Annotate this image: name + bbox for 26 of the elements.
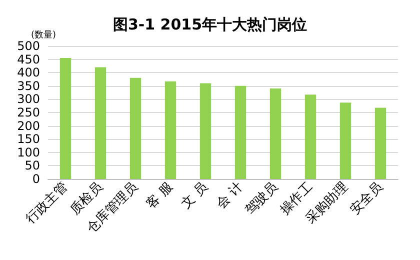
- y-tick-label: 150: [17, 132, 40, 146]
- bar: [340, 102, 352, 179]
- bar: [200, 83, 212, 179]
- chart-title: 图3-1 2015年十大热门岗位: [112, 16, 308, 34]
- y-tick-label: 200: [17, 118, 40, 133]
- bar: [164, 81, 176, 179]
- x-tick-label: 客 服: [143, 178, 176, 212]
- bar: [94, 67, 106, 179]
- y-tick-label: 450: [17, 52, 40, 66]
- bar: [270, 88, 282, 179]
- bar: [374, 108, 386, 179]
- y-axis-title: (数量): [30, 30, 56, 40]
- bar: [60, 58, 72, 179]
- x-tick-label: 文 员: [178, 180, 211, 212]
- bar: [130, 78, 142, 179]
- y-tick-label: 300: [17, 92, 40, 106]
- y-tick-label: 50: [24, 158, 40, 173]
- bar: [234, 86, 246, 179]
- y-tick-label: 400: [17, 66, 40, 80]
- bar: [304, 94, 316, 179]
- y-tick-label: 500: [17, 39, 40, 53]
- x-tick-label: 安全员: [346, 178, 386, 218]
- y-tick-label: 350: [17, 78, 40, 93]
- y-tick-label: 0: [32, 172, 40, 186]
- y-tick-label: 250: [17, 106, 40, 120]
- y-tick-label: 100: [17, 145, 40, 160]
